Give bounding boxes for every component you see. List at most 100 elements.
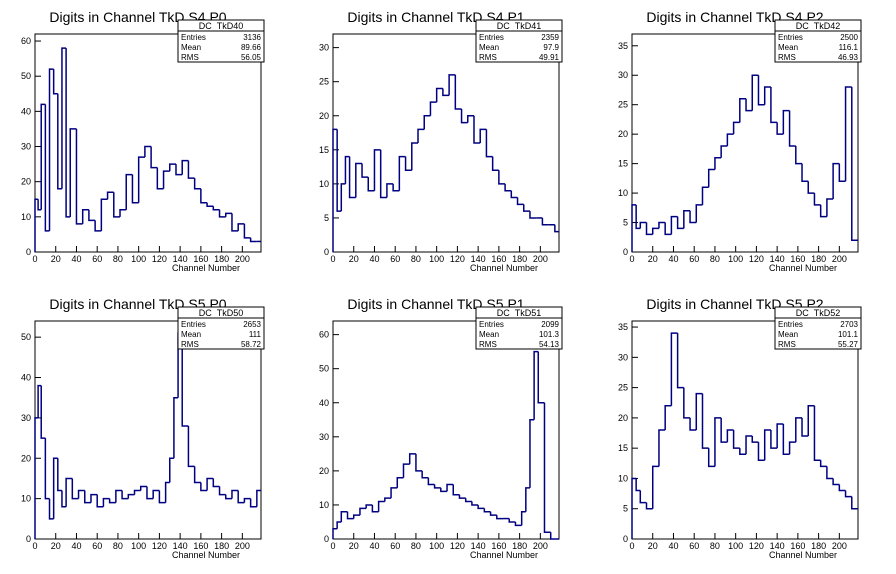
histogram-bin: [133, 489, 141, 495]
histogram-bin: [489, 511, 497, 516]
histogram-bin: [714, 417, 722, 467]
histogram-bin: [193, 466, 201, 484]
x-tick-label: 40: [668, 254, 678, 264]
x-tick-label: 20: [349, 254, 359, 264]
stats-label-entries: Entries: [181, 320, 206, 329]
histogram-bin: [645, 222, 653, 236]
histogram-bin: [460, 108, 468, 124]
x-axis-label: Channel Number: [172, 263, 240, 273]
histogram-bin: [231, 489, 239, 499]
stats-value-entries: 2653: [243, 320, 261, 329]
x-tick-label: 200: [832, 254, 847, 264]
histogram-bin: [813, 193, 821, 206]
stats-box: DC_TkD41 Entries 2359 Mean 97.9 RMS 49.91: [475, 19, 563, 63]
y-tick-label: 0: [623, 247, 628, 257]
histogram-bin: [77, 489, 85, 499]
x-tick-label: 40: [71, 541, 81, 551]
y-tick-label: 30: [319, 432, 329, 442]
x-tick-label: 0: [32, 254, 37, 264]
histogram-bin: [826, 466, 834, 480]
histogram-bin: [346, 511, 354, 520]
histogram-bin: [212, 206, 220, 211]
histogram-panel-6: Digits in Channel TkD S5 P20510152025303…: [618, 296, 862, 560]
x-axis-label: Channel Number: [769, 550, 837, 560]
histogram-bin: [496, 515, 504, 520]
plot-frame: [34, 33, 262, 253]
histogram-bin: [200, 188, 208, 204]
plot-frame: [631, 320, 859, 540]
histogram-bin: [127, 493, 135, 499]
histogram-bin: [631, 204, 637, 252]
stats-name: DC_TkD51: [497, 308, 542, 318]
histogram-bin: [158, 490, 166, 504]
histogram-bin: [776, 122, 784, 135]
histogram-bin: [84, 490, 91, 504]
histogram-bin: [218, 209, 226, 218]
histogram-bin: [645, 502, 653, 510]
histogram-bin: [169, 163, 176, 172]
histogram-bin: [415, 453, 423, 472]
histogram-bin: [423, 115, 431, 130]
histogram-bin: [44, 438, 50, 500]
histogram-bin: [844, 490, 852, 498]
x-tick-label: 200: [832, 541, 847, 551]
y-tick-label: 25: [319, 77, 329, 87]
histogram-bin: [146, 486, 154, 500]
histogram-bin: [40, 385, 46, 439]
histogram-bin: [137, 156, 145, 203]
histogram-bin: [801, 163, 809, 183]
histogram-bin: [348, 156, 356, 199]
histogram-bin: [452, 484, 460, 496]
y-tick-label: 50: [319, 364, 329, 374]
stats-label-rms: RMS: [479, 53, 497, 62]
y-tick-label: 20: [319, 111, 329, 121]
stats-value-rms: 58.72: [241, 340, 262, 349]
x-tick-label: 120: [152, 254, 167, 264]
histogram-panel-3: Digits in Channel TkD S4 P20510152025303…: [618, 9, 862, 273]
histogram-bin: [361, 163, 369, 178]
y-tick-label: 10: [319, 500, 329, 510]
histogram-bin: [510, 190, 518, 199]
x-tick-label: 120: [749, 541, 764, 551]
histogram-bin: [707, 448, 715, 468]
histogram-bin: [61, 490, 67, 508]
x-tick-label: 120: [450, 254, 465, 264]
histogram-bin: [108, 498, 116, 504]
histogram-bin: [52, 69, 58, 95]
x-tick-label: 100: [131, 541, 146, 551]
histogram-bin: [69, 128, 77, 217]
y-tick-label: 10: [21, 494, 31, 504]
histogram-bin: [429, 101, 437, 116]
x-axis-label: Channel Number: [470, 263, 538, 273]
histogram-bin: [206, 202, 214, 208]
histogram-bin: [193, 178, 201, 190]
histogram-bin: [471, 501, 479, 506]
histogram-bin: [498, 170, 506, 185]
histogram-bin: [249, 498, 257, 508]
histogram-bin: [838, 163, 846, 183]
y-tick-label: 50: [21, 332, 31, 342]
histogram-bin: [529, 211, 537, 219]
histogram-bin: [225, 212, 232, 217]
histogram-bin: [408, 453, 416, 465]
x-tick-label: 200: [533, 541, 548, 551]
x-tick-label: 160: [193, 541, 208, 551]
histogram-bin: [832, 162, 840, 199]
histogram-bin: [421, 470, 429, 479]
x-tick-label: 80: [710, 541, 720, 551]
x-tick-label: 40: [668, 541, 678, 551]
x-tick-label: 60: [92, 254, 102, 264]
y-tick-label: 30: [319, 43, 329, 53]
stats-label-mean: Mean: [479, 330, 499, 339]
x-tick-label: 140: [471, 541, 486, 551]
histogram-bin: [458, 494, 466, 499]
histogram-bin: [529, 419, 535, 488]
histogram-bin: [807, 181, 815, 194]
histogram-bin: [398, 155, 406, 191]
y-tick-label: 20: [618, 413, 628, 423]
x-tick-label: 40: [369, 541, 379, 551]
histogram-bin: [332, 128, 338, 252]
y-tick-label: 40: [21, 106, 31, 116]
stats-value-entries: 2099: [541, 320, 559, 329]
x-tick-label: 180: [512, 541, 527, 551]
